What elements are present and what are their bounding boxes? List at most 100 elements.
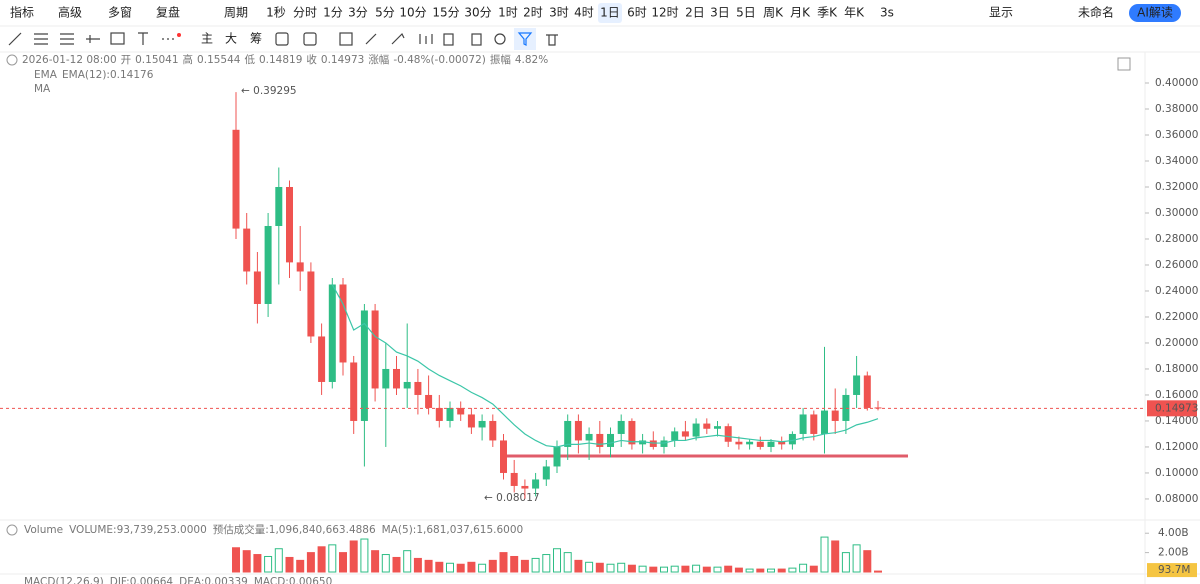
toolbar-button[interactable]: 5日: [736, 6, 756, 20]
volume-bar: [339, 552, 347, 573]
volume-bar: [328, 544, 337, 573]
candle-body: [489, 420, 497, 441]
volume-bar: [734, 567, 743, 573]
low-annotation: ← 0.08017: [484, 492, 540, 504]
toolbar-button[interactable]: 2时: [523, 6, 543, 20]
volume-bar: [617, 562, 626, 573]
toolbar-button[interactable]: 季K: [817, 6, 838, 20]
toolbar-button[interactable]: 月K: [790, 6, 811, 20]
toolbar-button[interactable]: 3日: [710, 6, 730, 20]
candle-body: [863, 375, 871, 408]
volume-bar: [606, 563, 615, 573]
toolbar-button[interactable]: 未命名: [1078, 5, 1114, 20]
candle-body: [596, 433, 604, 447]
indicator-button[interactable]: 筹: [250, 32, 262, 46]
toolbar-button[interactable]: 指标: [10, 5, 34, 20]
candle-body: [467, 414, 475, 428]
volume-bar: [863, 550, 872, 573]
volume-bar: [852, 544, 861, 573]
candle-body: [553, 446, 561, 467]
toolbar-button[interactable]: 1秒: [266, 6, 286, 20]
toolbar-button[interactable]: 2日: [685, 6, 705, 20]
indicator-button[interactable]: 主: [201, 32, 213, 46]
candle-body: [339, 284, 347, 363]
volume-bar: [264, 555, 273, 573]
volume-bar: [767, 568, 775, 573]
legend-label: 收: [306, 53, 317, 66]
legend-value: 0.14973: [321, 54, 364, 66]
collapse-icon: [6, 54, 18, 66]
volume-bar: [777, 568, 786, 573]
volume-legend: MA(5):1,681,037,615.6000: [382, 524, 524, 536]
toolbar-button[interactable]: 分时: [293, 6, 317, 20]
volume-bar: [371, 550, 380, 573]
legend-value: -0.48%(-0.00072): [393, 54, 486, 66]
candle-body: [318, 336, 326, 382]
candle-body: [275, 186, 283, 226]
volume-bar: [670, 565, 679, 573]
toolbar-button[interactable]: 周期: [224, 6, 248, 20]
volume-bar: [627, 564, 636, 573]
volume-bar: [456, 563, 465, 573]
legend-value: 0.15041: [135, 54, 178, 66]
toolbar-button[interactable]: 复盘: [156, 5, 180, 20]
volume-tag: [1147, 563, 1197, 578]
toolbar-button[interactable]: 15分: [432, 6, 459, 20]
toolbar-button[interactable]: 3s: [880, 6, 894, 20]
candle-body: [307, 271, 315, 337]
volume-bar: [574, 559, 583, 573]
volume-bar: [553, 548, 561, 573]
toolbar-button[interactable]: AI解读: [1137, 6, 1173, 20]
candle-body: [403, 381, 411, 389]
candle-body: [542, 466, 550, 480]
toolbar-button[interactable]: 周K: [763, 6, 784, 20]
toolbar-button[interactable]: 10分: [399, 6, 426, 20]
indicator-button[interactable]: 大: [225, 32, 237, 46]
y-tick-label: 0.26000: [1155, 259, 1198, 271]
toolbar-button[interactable]: 5分: [375, 6, 395, 20]
candle-body: [232, 129, 240, 229]
toolbar-button[interactable]: 1分: [323, 6, 343, 20]
toolbar-button[interactable]: 1时: [498, 6, 518, 20]
volume-legend: Volume: [24, 524, 63, 536]
y-tick-label: 0.16000: [1155, 389, 1198, 401]
toolbar-button[interactable]: 12时: [651, 6, 678, 20]
candle-body: [243, 228, 251, 272]
volume-bar: [724, 565, 733, 573]
y-tick-label: 0.18000: [1155, 363, 1198, 375]
candle-body: [350, 362, 358, 421]
ai-button[interactable]: [1129, 4, 1181, 22]
volume-bar: [638, 565, 647, 573]
toolbar-button[interactable]: 高级: [58, 5, 82, 20]
candle-body: [724, 426, 732, 442]
volume-bar: [360, 538, 369, 573]
y-tick-label: 0.36000: [1155, 129, 1198, 141]
fullscreen-icon[interactable]: [1117, 57, 1131, 71]
toolbar-button[interactable]: 3分: [348, 6, 368, 20]
volume-bar: [435, 561, 444, 573]
drawing-tools[interactable]: [8, 28, 558, 50]
candle-body: [767, 441, 775, 447]
legend-value: 0.14819: [259, 54, 302, 66]
high-annotation: ← 0.39295: [241, 85, 297, 97]
toolbar-button[interactable]: 1日: [600, 6, 620, 20]
volume-bar: [820, 536, 829, 573]
y-tick-label: 0.40000: [1155, 77, 1198, 89]
volume-bar: [317, 546, 326, 573]
volume-bar: [242, 550, 251, 573]
toolbar-button[interactable]: 3时: [549, 6, 569, 20]
toolbar-button[interactable]: 年K: [844, 6, 865, 20]
volume-tick-label: 4.00B: [1158, 527, 1189, 539]
toolbar-button[interactable]: 显示: [989, 6, 1013, 20]
toolbar-button[interactable]: 30分: [464, 6, 491, 20]
candle-body: [478, 420, 486, 428]
last-price-tag: [1147, 400, 1197, 417]
candle-body: [756, 441, 764, 447]
toolbar-button[interactable]: 4时: [574, 6, 594, 20]
toolbar-button[interactable]: 6时: [627, 6, 647, 20]
candle-body: [371, 310, 379, 389]
macd-legend: MACD:0.00650: [254, 576, 332, 584]
toolbar-button[interactable]: 多窗: [108, 6, 132, 20]
